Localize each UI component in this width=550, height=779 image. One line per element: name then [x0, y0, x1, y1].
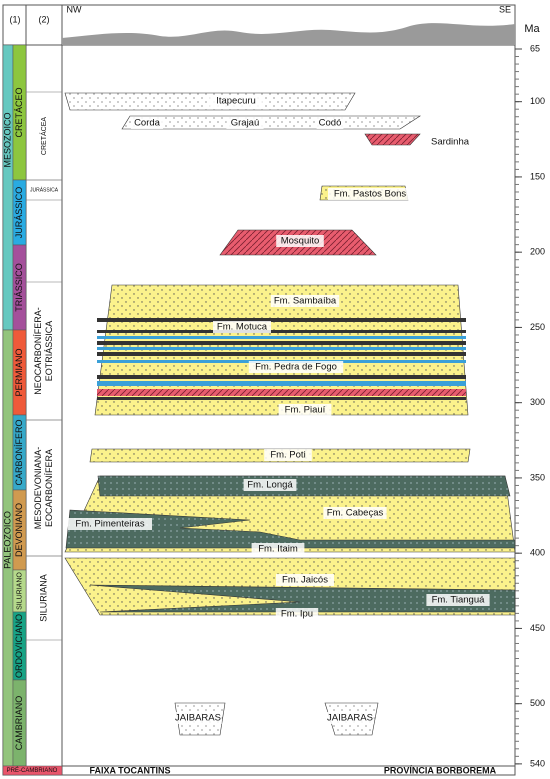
layer — [97, 336, 466, 339]
era-label: PALEOZOICO — [2, 511, 12, 569]
period-label: CARBONÍFERO — [14, 419, 24, 485]
label-bg — [426, 594, 490, 606]
label-bg — [251, 543, 305, 555]
formation-label: Fm. Pastos Bons — [334, 189, 407, 200]
formation-label: Fm. Pimenteiras — [75, 519, 144, 530]
direction: NW — [67, 4, 82, 14]
period-label: DEVONIANO — [14, 503, 24, 557]
era-label: MESOZOICO — [2, 112, 12, 167]
formation-label: Fm. Longá — [247, 480, 293, 491]
layer — [97, 397, 466, 400]
tick-label: 150 — [530, 171, 545, 181]
label-bg — [264, 449, 312, 461]
layer — [97, 341, 466, 345]
period-box — [2, 765, 63, 776]
sequence-label: JURÁSSICA — [30, 186, 59, 193]
label-bg — [275, 608, 319, 620]
period-label: JURÁSSICO — [14, 187, 24, 239]
label-bg — [276, 574, 334, 586]
label-bg — [248, 361, 344, 373]
period-label: PRÉ-CAMBRIANO — [7, 767, 58, 774]
pimenteiras-band — [65, 509, 516, 549]
period-label: PERMIANO — [14, 348, 24, 396]
formation-label: Corda — [134, 118, 161, 129]
tick-label: 300 — [530, 397, 545, 407]
sequence-label: EOCARBONÍFERA — [44, 449, 54, 527]
axis-unit: Ma — [524, 23, 540, 35]
layer — [97, 330, 466, 333]
sequence-label: CRETÁCEA — [39, 117, 48, 155]
label-bg — [276, 235, 324, 247]
tick-label: 540 — [530, 758, 545, 768]
formation-label: Fm. Jaicós — [282, 575, 328, 586]
layer — [97, 381, 466, 386]
tick-label: 200 — [530, 247, 545, 257]
layer — [97, 318, 466, 322]
label-bg — [323, 507, 387, 519]
period-label: TRIÁSSICO — [14, 263, 24, 312]
layer — [97, 389, 466, 396]
label-bg — [68, 518, 152, 530]
longa-band — [97, 475, 511, 497]
codo-body — [121, 115, 422, 130]
formation-label: JAIBARAS — [327, 713, 373, 724]
sequence-label: MESODEVONIANA- — [33, 447, 43, 530]
sequence-label: SILURIANA — [38, 574, 48, 622]
col-header: (2) — [39, 14, 50, 24]
formation-label: Fm. Ipu — [281, 609, 313, 620]
layer — [97, 352, 466, 356]
col-header: (1) — [10, 14, 21, 24]
layer — [97, 347, 466, 350]
formation-label: Itapecuru — [216, 96, 256, 107]
formation-label: Fm. Poti — [270, 450, 305, 461]
label-bg — [174, 712, 222, 724]
era-box — [2, 44, 14, 331]
label-bg — [243, 479, 297, 491]
layer — [97, 375, 466, 379]
tick-label: 450 — [530, 623, 545, 633]
terrain-profile — [62, 23, 515, 45]
label-bg — [328, 188, 412, 200]
sardinha-body — [364, 133, 421, 146]
tick-label: 400 — [530, 548, 545, 558]
period-label: CAMBRIANO — [14, 696, 24, 751]
formation-label: Fm. Sambaíba — [274, 296, 337, 307]
tick-label: 100 — [530, 96, 545, 106]
sequence-label: NEOCARBONÍFERA- — [33, 307, 43, 395]
sequence-label: EOTRIÁSSICA — [44, 321, 54, 382]
label-bg — [270, 295, 340, 307]
label-bg — [226, 117, 264, 129]
province-label: FAIXA TOCANTINS — [89, 765, 170, 775]
formation-label: Grajaú — [231, 118, 260, 129]
formation-label: Sardinha — [431, 137, 470, 148]
tick-label: 500 — [530, 698, 545, 708]
formation-label: Fm. Itaim — [258, 544, 298, 555]
label-bg — [213, 321, 271, 333]
tick-label: 350 — [530, 472, 545, 482]
label-bg — [316, 117, 344, 129]
direction: SE — [499, 4, 511, 14]
tick-label: 250 — [530, 322, 545, 332]
formation-label: Codó — [319, 118, 342, 129]
period-label: CRETÁCEO — [14, 87, 24, 137]
province-label: PROVÍNCIA BORBOREMA — [384, 765, 497, 775]
label-bg — [131, 117, 163, 129]
period-label: ORDOVICIANO — [14, 614, 24, 678]
formation-label: JAIBARAS — [175, 713, 221, 724]
tick-label: 65 — [530, 43, 540, 53]
formation-label: Fm. Tianguá — [432, 595, 486, 606]
formation-label: Fm. Cabeças — [327, 508, 384, 519]
formation-label: Fm. Piauí — [285, 405, 326, 416]
formation-label: Mosquito — [281, 236, 320, 247]
label-bg — [326, 712, 374, 724]
formation-label: Fm. Pedra de Fogo — [255, 362, 337, 373]
label-bg — [278, 404, 332, 416]
period-label: SILURIANO — [16, 572, 23, 610]
label-bg — [209, 95, 263, 107]
formation-label: Fm. Motuca — [217, 322, 268, 333]
